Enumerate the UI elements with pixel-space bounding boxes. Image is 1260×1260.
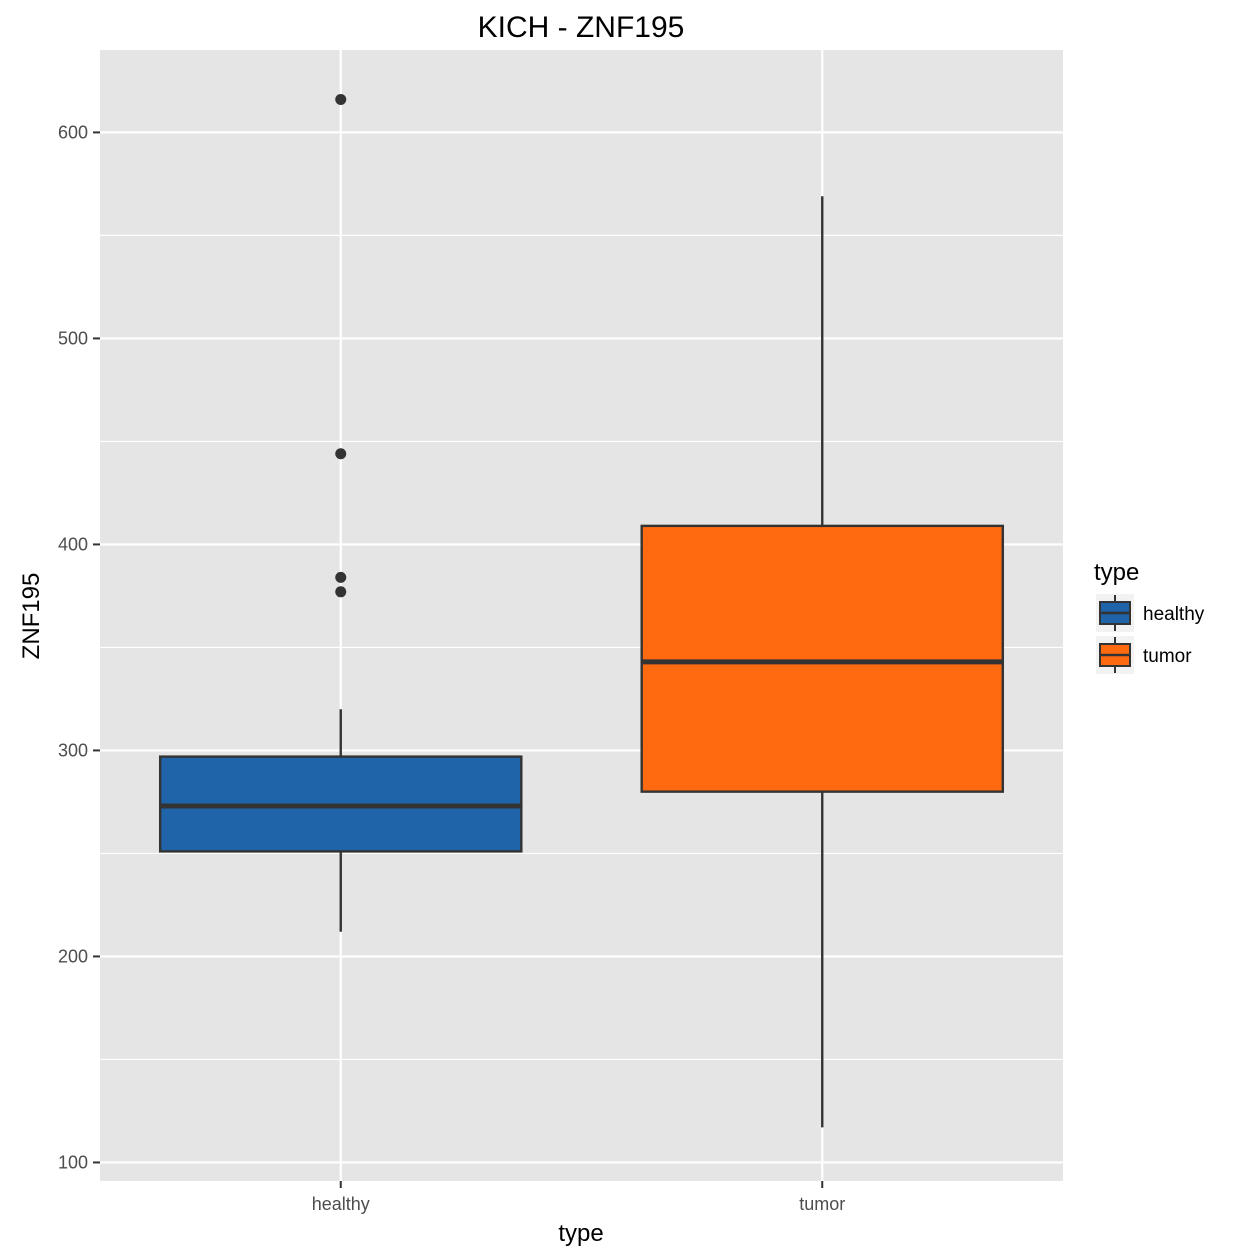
box-iqr: [640, 524, 1005, 793]
boxes: [158, 93, 1005, 1128]
legend-label: healthy: [1143, 604, 1205, 625]
outlier-point: [335, 93, 347, 105]
y-tick-label: 100: [58, 1152, 88, 1172]
y-axis: 100 200 300 400 500 600: [58, 122, 100, 1172]
legend-label: tumor: [1143, 646, 1192, 667]
legend: type healthy tumor: [1094, 559, 1205, 674]
outlier-point: [335, 571, 347, 583]
major-gridlines: [100, 50, 1063, 1181]
x-tick-label: healthy: [312, 1194, 370, 1214]
outlier-point: [335, 448, 347, 460]
legend-title: type: [1094, 559, 1139, 586]
box-healthy: [158, 93, 523, 932]
x-tick-label: tumor: [799, 1194, 845, 1214]
box-tumor: [640, 196, 1005, 1128]
y-tick-label: 200: [58, 946, 88, 966]
legend-item-healthy: healthy: [1096, 594, 1205, 632]
x-axis: healthy tumor: [312, 1181, 845, 1214]
y-tick-label: 400: [58, 534, 88, 554]
y-tick-label: 500: [58, 328, 88, 348]
legend-item-tumor: tumor: [1096, 636, 1192, 674]
chart-title: KICH - ZNF195: [478, 11, 685, 44]
y-tick-label: 300: [58, 740, 88, 760]
y-tick-label: 600: [58, 122, 88, 142]
x-axis-title: type: [558, 1220, 603, 1247]
outlier-point: [335, 586, 347, 598]
y-axis-title: ZNF195: [18, 573, 45, 660]
